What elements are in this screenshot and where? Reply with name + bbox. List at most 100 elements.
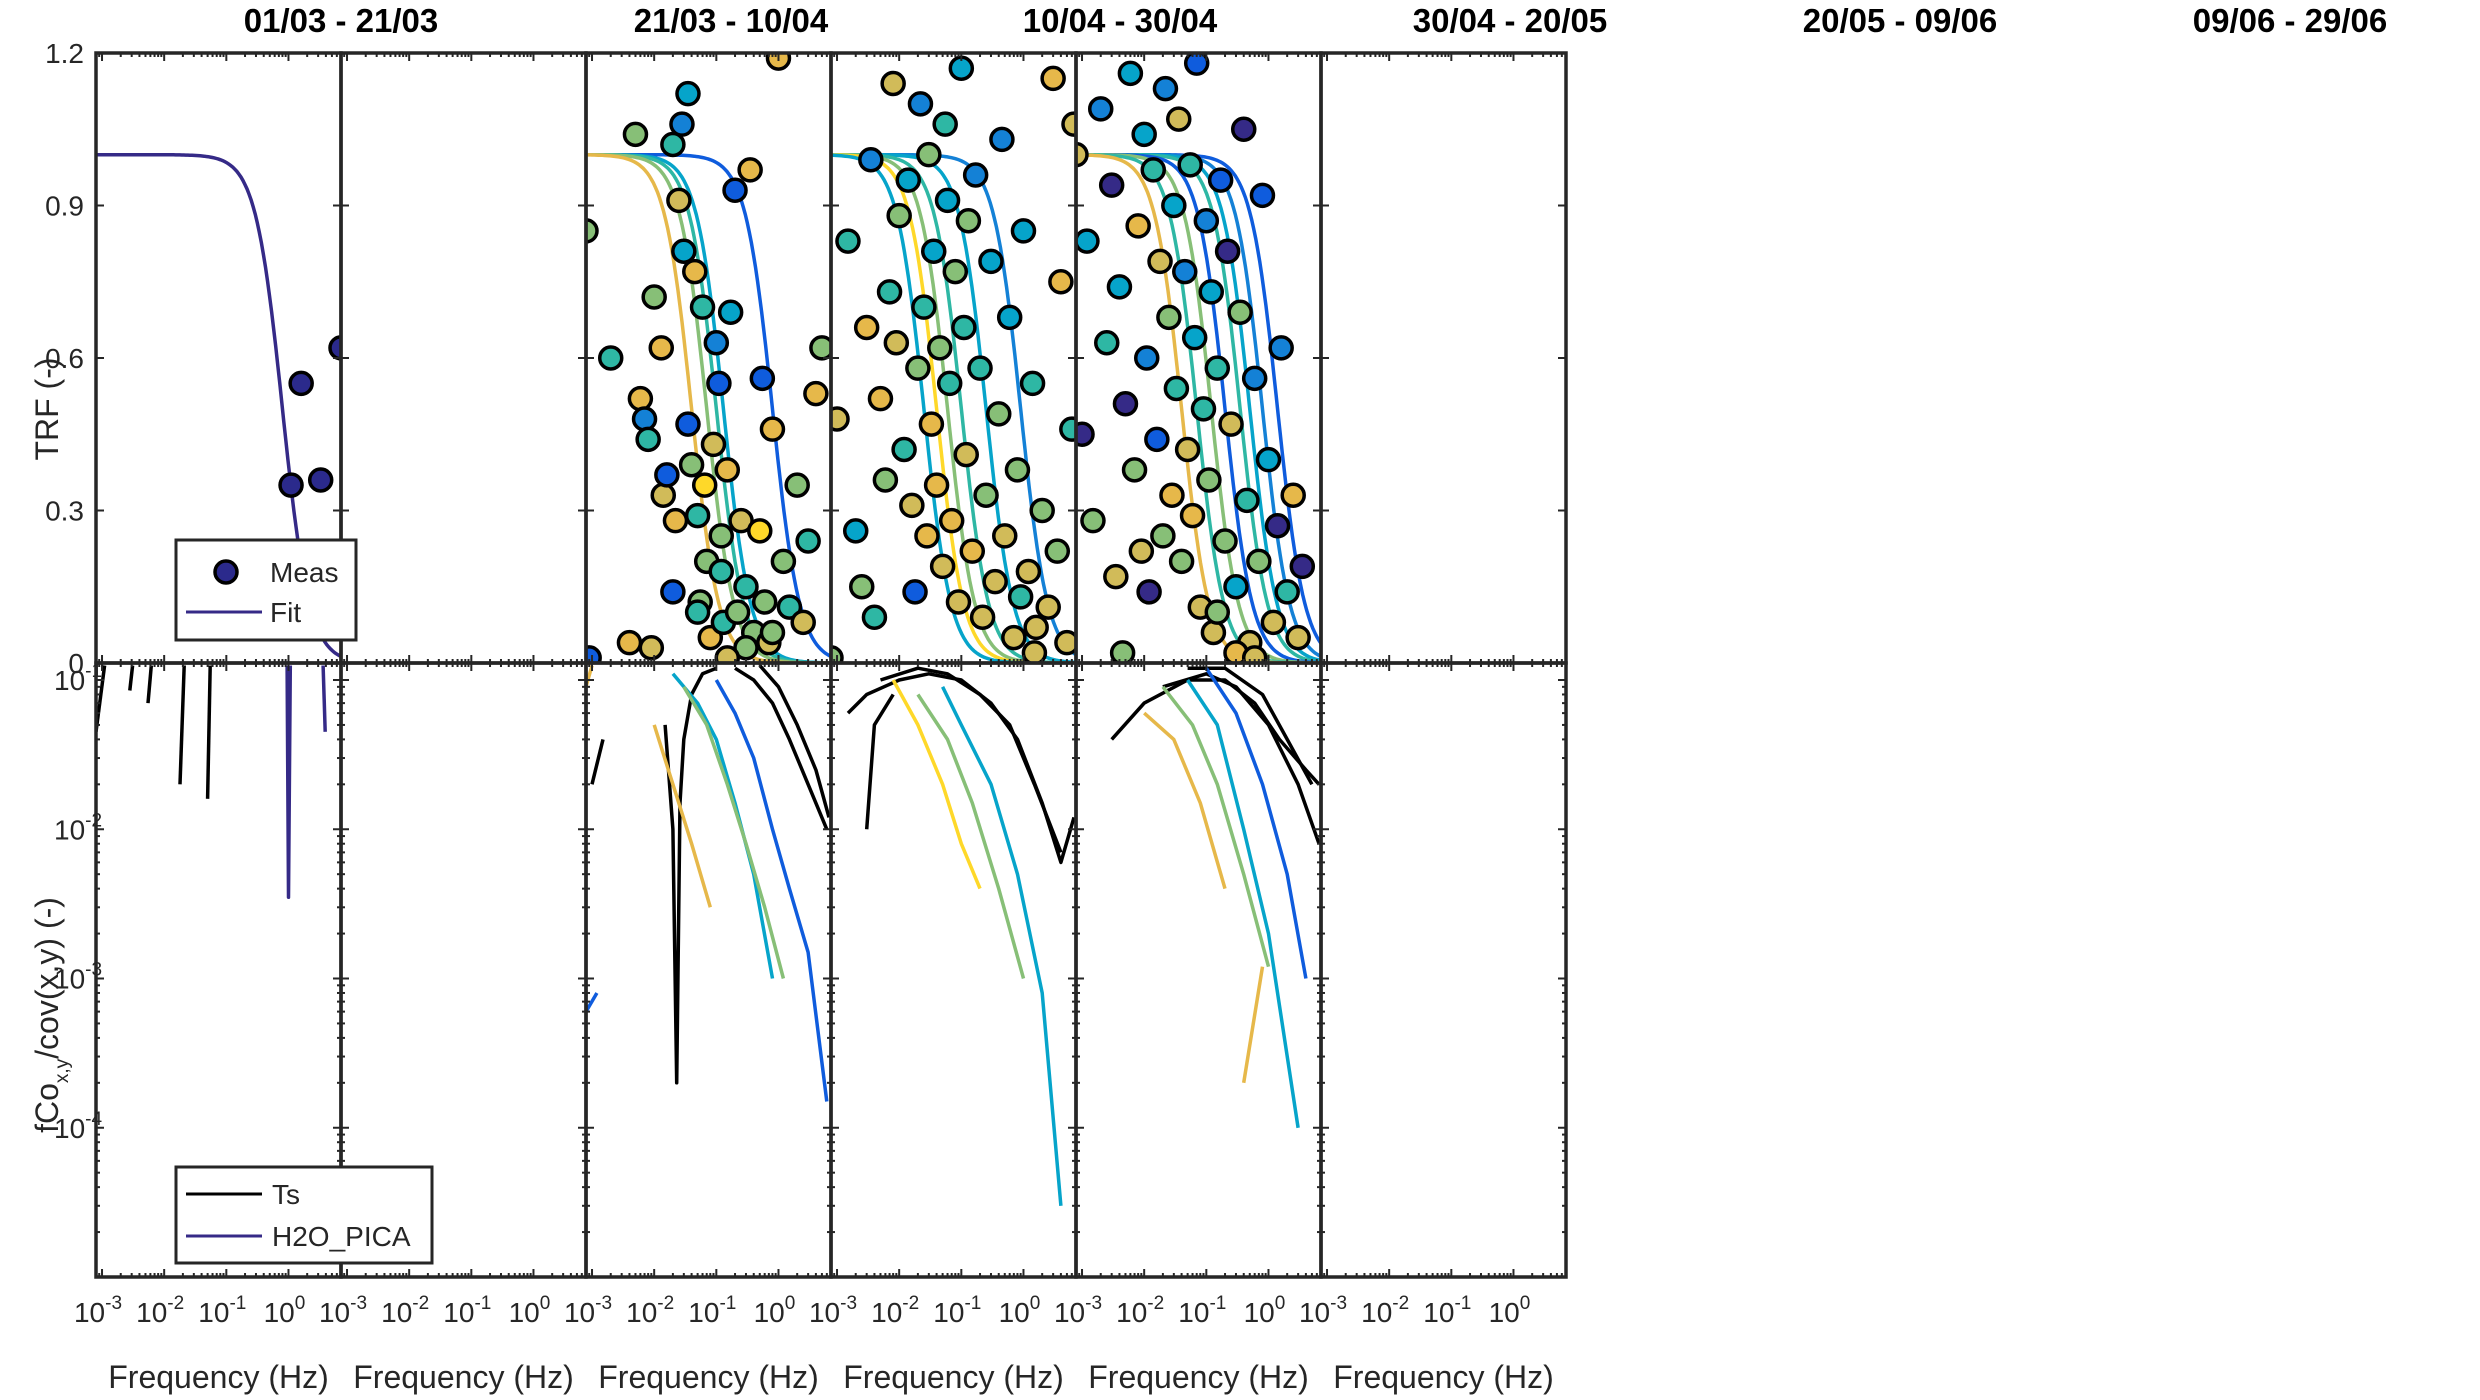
x-tick-label: 10-1 [1178, 1293, 1226, 1328]
meas-point [989, 126, 1015, 153]
x-tick-label-exponent: 0 [785, 1293, 796, 1314]
meas-point [751, 589, 778, 615]
trf-panel-4 [831, 55, 1076, 663]
x-tick-label-base: 10 [1423, 1297, 1454, 1328]
meas-point [1223, 574, 1249, 600]
meas-point [1193, 208, 1220, 234]
cospectra-panel-3 [586, 664, 831, 1102]
y-tick-label-base: 10 [54, 665, 85, 696]
meas-point [706, 370, 732, 397]
meas-point [678, 452, 705, 478]
y-tick-label-exponent: -1 [85, 661, 102, 682]
meas-point [929, 553, 956, 580]
meas-point [962, 162, 989, 188]
panel-title: 09/06 - 29/06 [2193, 2, 2388, 39]
meas-point [927, 335, 953, 361]
meas-point [1249, 182, 1276, 209]
meas-point [1156, 304, 1182, 331]
y-tick-label-base: 10 [54, 814, 85, 845]
x-tick-label-exponent: -1 [719, 1293, 736, 1314]
axes-box [339, 51, 588, 665]
meas-point [973, 482, 999, 508]
meas-point [1144, 426, 1170, 453]
y-tick-label-base: 10 [54, 1113, 85, 1144]
meas-point [953, 441, 979, 468]
meas-point [803, 380, 829, 407]
meas-point [978, 248, 1004, 275]
meas-point [1029, 497, 1055, 524]
x-tick-label-base: 10 [319, 1297, 350, 1328]
x-axis-label: Frequency (Hz) [843, 1359, 1064, 1395]
panel-title: 30/04 - 20/05 [1413, 2, 1608, 39]
y-tick-label: 10-3 [54, 960, 102, 995]
meas-point [700, 431, 727, 458]
cospectrum-line [285, 665, 293, 900]
x-axis-label: Frequency (Hz) [1088, 1359, 1309, 1395]
x-tick-label: 10-2 [136, 1293, 184, 1328]
meas-point [622, 121, 649, 148]
meas-point [1200, 619, 1227, 646]
cospectrum-line [663, 666, 717, 1085]
axes-frames [94, 51, 1568, 1279]
x-tick-label-base: 10 [136, 1297, 167, 1328]
meas-point [641, 284, 667, 310]
meas-point [616, 629, 643, 656]
meas-point [1174, 436, 1201, 463]
x-axis-label: Frequency (Hz) [598, 1359, 819, 1395]
panel-titles: 01/03 - 21/03 21/03 - 10/04 10/04 - 30/0… [244, 2, 2388, 39]
bottom-y-axis-label-main: fCo [29, 1083, 65, 1133]
meas-point [951, 314, 977, 341]
meas-point [1044, 538, 1071, 564]
meas-point [747, 518, 773, 544]
cospectrum-line [1187, 666, 1314, 786]
meas-point [1040, 65, 1066, 92]
meas-point [907, 91, 934, 117]
meas-point [1094, 330, 1120, 356]
meas-point [1159, 482, 1185, 508]
cospectra-panel-4 [846, 666, 1076, 1206]
meas-point [858, 147, 884, 173]
meas-point [708, 523, 734, 549]
trf-panel-3 [586, 53, 831, 663]
x-tick-label-exponent: 0 [1520, 1293, 1531, 1314]
meas-point [714, 457, 741, 483]
x-tick-label-exponent: -2 [167, 1293, 184, 1314]
axes-box [1319, 661, 1568, 1279]
meas-point [849, 574, 875, 600]
meas-point [1181, 324, 1208, 351]
x-tick-label: 10-2 [1361, 1293, 1409, 1328]
meas-point [831, 645, 844, 663]
meas-point [1109, 640, 1136, 663]
cospectrum-line [1161, 685, 1271, 968]
meas-point [1080, 507, 1106, 534]
panel-title: 10/04 - 30/04 [1023, 2, 1218, 39]
bottom-y-axis-label: fCox,y/cov(x,y) (-) [29, 897, 73, 1133]
bottom-y-axis-label-rest: /cov(x,y) (-) [29, 897, 65, 1059]
y-tick-label-exponent: -3 [85, 960, 102, 981]
cospectrum-line [916, 693, 1026, 979]
y-tick-label: 10-1 [54, 661, 102, 696]
x-tick-label-exponent: 0 [1275, 1293, 1286, 1314]
x-tick-label: 10-1 [933, 1293, 981, 1328]
meas-point [920, 238, 947, 264]
x-tick-label: 100 [754, 1293, 796, 1328]
meas-point [650, 482, 677, 508]
meas-point [733, 574, 759, 600]
meas-point [733, 635, 759, 661]
meas-point [835, 228, 861, 254]
meas-point [932, 111, 958, 137]
x-tick-label-exponent: -3 [1085, 1293, 1102, 1314]
meas-point [586, 645, 602, 663]
cospectrum-line [1204, 667, 1308, 979]
meas-point [307, 467, 334, 493]
meas-point [1212, 528, 1238, 554]
x-axis-label: Frequency (Hz) [353, 1359, 574, 1395]
cospectrum-line [714, 679, 829, 1102]
x-tick-label-exponent: 0 [295, 1293, 306, 1314]
x-tick-label: 10-2 [1116, 1293, 1164, 1328]
meas-point [1125, 213, 1151, 239]
bottom-y-axis-label-subscript: x,y [52, 1058, 73, 1083]
meas-point [1241, 365, 1268, 392]
legend-bottom-box [174, 1165, 434, 1265]
meas-point [1128, 538, 1155, 564]
